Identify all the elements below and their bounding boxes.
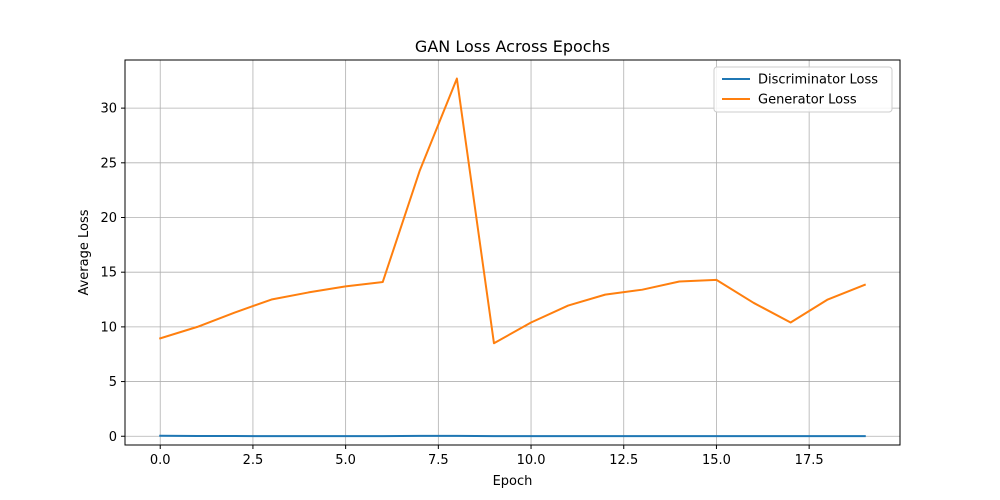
y-tick-label: 0 xyxy=(109,430,117,445)
axis-ticks: 0.0 2.5 5.0 7.5 10.0 12.5 15.0 17.5 0 5 10 15 20 25 30 xyxy=(100,102,823,468)
y-tick-label: 20 xyxy=(100,211,117,226)
x-tick-label: 0.0 xyxy=(150,453,171,468)
x-axis-label: Epoch xyxy=(493,474,533,489)
series-line-generator-loss xyxy=(158,77,867,345)
y-tick-label: 5 xyxy=(109,375,117,390)
plot-frame xyxy=(124,59,901,446)
x-tick-label: 12.5 xyxy=(609,453,638,468)
legend: Discriminator Loss Generator Loss xyxy=(713,66,893,113)
y-tick-label: 30 xyxy=(100,102,117,117)
legend-label-discriminator-loss: Discriminator Loss xyxy=(758,73,878,88)
x-tick-label: 10.0 xyxy=(517,453,546,468)
legend-box xyxy=(713,66,893,113)
series-lines xyxy=(158,77,867,438)
x-tick-label: 7.5 xyxy=(428,453,449,468)
x-tick-label: 15.0 xyxy=(702,453,731,468)
x-tick-label: 2.5 xyxy=(243,453,264,468)
x-tick-label: 5.0 xyxy=(335,453,356,468)
y-tick-label: 15 xyxy=(100,266,117,281)
legend-label-generator-loss: Generator Loss xyxy=(758,93,857,108)
x-tick-label: 17.5 xyxy=(795,453,824,468)
y-tick-label: 25 xyxy=(100,156,117,171)
y-tick-label: 10 xyxy=(100,320,117,335)
chart-title: GAN Loss Across Epochs xyxy=(415,37,610,56)
y-axis-label: Average Loss xyxy=(77,209,92,295)
